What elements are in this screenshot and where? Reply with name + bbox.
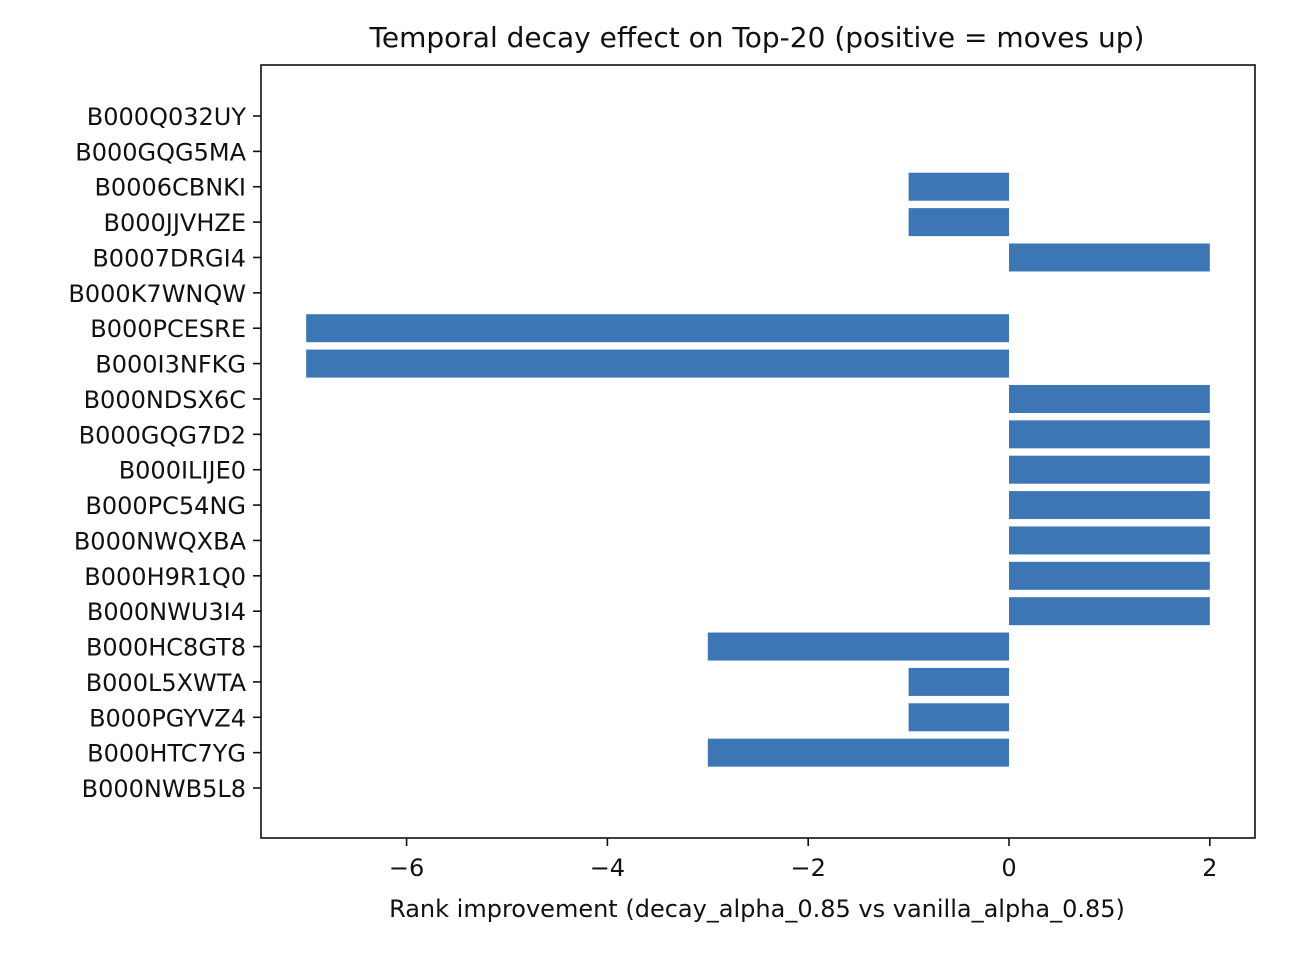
bar-b000htc7yg — [707, 738, 1010, 767]
bar-b0007drgi4 — [1009, 243, 1210, 272]
y-axis-ticks: B000Q032UY B000GQG5MA B0006CBNKI B000JJVHZE… — [68, 103, 261, 803]
y-tick-label: B0006CBNKI — [94, 174, 246, 202]
y-tick-label: B000K7WNQW — [68, 280, 246, 308]
x-tick-label: 0 — [1001, 854, 1016, 882]
bar-b000i3nfkg — [306, 349, 1010, 378]
bar-b000jjvhze — [908, 208, 1010, 237]
y-tick-label: B000HTC7YG — [87, 740, 246, 768]
bar-b000gqg7d2 — [1009, 420, 1210, 449]
bar-b000pc54ng — [1009, 491, 1210, 520]
x-tick-label: −6 — [389, 854, 424, 882]
y-tick-label: B000GQG7D2 — [79, 421, 246, 449]
x-tick-label: −4 — [590, 854, 625, 882]
bar-b000nwqxba — [1009, 526, 1210, 555]
y-tick-label: B000H9R1Q0 — [84, 563, 246, 591]
y-tick-label: B0007DRGI4 — [92, 244, 246, 272]
bar-b000nwu3i4 — [1009, 597, 1210, 626]
y-tick-label: B000ILIJE0 — [119, 457, 246, 485]
bar-b000ndsx6c — [1009, 384, 1210, 413]
bar-b0006cbnki — [908, 172, 1010, 201]
y-tick-label: B000I3NFKG — [95, 351, 246, 379]
x-tick-label: 2 — [1202, 854, 1217, 882]
y-tick-label: B000PCESRE — [90, 315, 246, 343]
plot-frame — [260, 64, 1256, 839]
bar-b000hc8gt8 — [707, 632, 1010, 661]
y-tick-label: B000PGYVZ4 — [89, 704, 246, 732]
y-tick-label: B000NWU3I4 — [87, 598, 246, 626]
bar-b000ilije0 — [1009, 455, 1210, 484]
x-axis-label: Rank improvement (decay_alpha_0.85 vs va… — [389, 895, 1125, 923]
chart-title: Temporal decay effect on Top-20 (positiv… — [369, 21, 1145, 54]
y-tick-label: B000NWQXBA — [74, 527, 247, 555]
x-tick-label: −2 — [791, 854, 826, 882]
bar-b000h9r1q0 — [1009, 561, 1210, 590]
bar-b000l5xwta — [908, 667, 1010, 696]
y-tick-label: B000GQG5MA — [75, 138, 246, 166]
y-tick-label: B000JJVHZE — [104, 209, 247, 237]
bars-layer — [306, 172, 1210, 767]
y-tick-label: B000HC8GT8 — [86, 634, 246, 662]
y-tick-label: B000NWB5L8 — [82, 775, 246, 803]
y-tick-label: B000PC54NG — [85, 492, 246, 520]
y-tick-label: B000Q032UY — [87, 103, 247, 131]
bar-b000pgyvz4 — [908, 703, 1010, 732]
y-tick-label: B000L5XWTA — [86, 669, 247, 697]
y-tick-label: B000NDSX6C — [84, 386, 246, 414]
bar-b000pcesre — [306, 314, 1010, 343]
x-axis-ticks: −6 −4 −2 0 2 — [389, 838, 1217, 882]
